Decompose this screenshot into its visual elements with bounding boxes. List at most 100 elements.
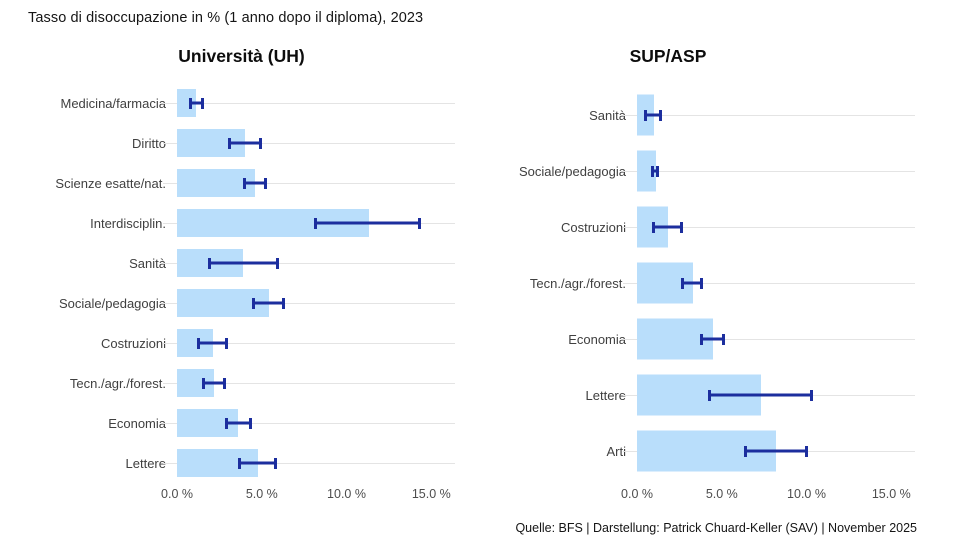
chart-row: Tecn./agr./forest. xyxy=(510,255,915,311)
error-cap-right-icon xyxy=(263,177,267,189)
error-bar xyxy=(243,177,267,189)
error-cap-left-icon xyxy=(251,297,255,309)
error-bar xyxy=(314,217,422,229)
bar-track xyxy=(163,83,455,123)
error-bar xyxy=(681,277,704,289)
row-gridline xyxy=(163,303,455,304)
category-label: Tecn./agr./forest. xyxy=(529,275,626,291)
error-cap-left-icon xyxy=(650,165,654,177)
error-cap-right-icon xyxy=(258,137,262,149)
category-label: Diritto xyxy=(132,135,166,151)
bar-track xyxy=(163,203,455,243)
error-bar xyxy=(202,377,227,389)
row-gridline xyxy=(163,423,455,424)
error-cap-left-icon xyxy=(643,109,647,121)
chart-row: Sociale/pedagogia xyxy=(28,283,455,323)
bar-track xyxy=(623,311,915,367)
chart-row: Scienze esatte/nat. xyxy=(28,163,455,203)
error-cap-right-icon xyxy=(722,333,726,345)
bar-track xyxy=(163,363,455,403)
error-cap-left-icon xyxy=(202,377,206,389)
row-gridline xyxy=(163,103,455,104)
error-bar xyxy=(650,165,660,177)
category-label: Sanità xyxy=(129,255,166,271)
row-gridline xyxy=(623,115,915,116)
plot-area: Medicina/farmacia Diritto Scienze esatte/n… xyxy=(28,83,455,483)
error-cap-left-icon xyxy=(743,445,747,457)
error-cap-left-icon xyxy=(652,221,656,233)
chart-row: Sanità xyxy=(510,87,915,143)
panel-title-sup-asp: SUP/ASP xyxy=(629,46,707,66)
x-tick-label: 15.0 % xyxy=(871,487,911,501)
error-cap-right-icon xyxy=(201,97,205,109)
error-bar xyxy=(708,389,814,401)
x-axis: 0.0 % 5.0 % 10.0 % 15.0 % xyxy=(161,487,455,507)
error-bar xyxy=(251,297,286,309)
chart-row: Diritto xyxy=(28,123,455,163)
category-label: Sanità xyxy=(589,107,626,123)
x-tick-label: 0.0 % xyxy=(161,487,193,501)
value-bar xyxy=(177,89,196,117)
error-bar xyxy=(188,97,205,109)
bar-track xyxy=(623,87,915,143)
x-axis: 0.0 % 5.0 % 10.0 % 15.0 % xyxy=(621,487,915,507)
row-gridline xyxy=(163,463,455,464)
bar-track xyxy=(163,443,455,483)
error-cap-right-icon xyxy=(700,277,704,289)
row-gridline xyxy=(623,171,915,172)
category-label: Lettere xyxy=(585,387,626,403)
bar-track xyxy=(623,199,915,255)
error-cap-right-icon xyxy=(656,165,660,177)
bar-track xyxy=(163,283,455,323)
x-tick-label: 5.0 % xyxy=(705,487,738,501)
error-cap-left-icon xyxy=(207,257,211,269)
error-cap-right-icon xyxy=(659,109,663,121)
error-cap-right-icon xyxy=(805,445,809,457)
category-label: Lettere xyxy=(125,455,166,471)
chart-row: Arti xyxy=(510,423,915,479)
error-bar xyxy=(197,337,228,349)
error-cap-left-icon xyxy=(188,97,192,109)
row-gridline xyxy=(163,343,455,344)
error-bar xyxy=(652,221,683,233)
error-cap-left-icon xyxy=(681,277,685,289)
value-bar xyxy=(177,169,255,197)
page-title: Tasso di disoccupazione in % (1 anno dop… xyxy=(28,10,424,26)
chart-row: Tecn./agr./forest. xyxy=(28,363,455,403)
error-cap-left-icon xyxy=(243,177,247,189)
error-cap-left-icon xyxy=(197,337,201,349)
chart-row: Economia xyxy=(28,403,455,443)
chart-row: Medicina/farmacia xyxy=(28,83,455,123)
panel-title-universita: Università (UH) xyxy=(178,46,305,66)
category-label: Medicina/farmacia xyxy=(60,95,167,111)
row-gridline xyxy=(623,339,915,340)
row-gridline xyxy=(623,283,915,284)
error-cap-right-icon xyxy=(679,221,683,233)
error-cap-right-icon xyxy=(274,457,277,469)
category-label: Interdisciplin. xyxy=(90,215,166,231)
chart-row: Sanità xyxy=(28,243,455,283)
category-label: Economia xyxy=(108,415,166,431)
bar-track xyxy=(623,255,915,311)
category-label: Costruzioni xyxy=(560,219,626,235)
chart-row: Interdisciplin. xyxy=(28,203,455,243)
error-cap-left-icon xyxy=(314,217,318,229)
error-cap-right-icon xyxy=(810,389,814,401)
row-gridline xyxy=(163,383,455,384)
error-cap-left-icon xyxy=(238,457,241,469)
bar-track xyxy=(163,403,455,443)
error-bar xyxy=(743,445,809,457)
bar-track xyxy=(623,367,915,423)
plot-area: Sanità Sociale/pedagogia Costruzioni Tecn./… xyxy=(510,87,915,479)
error-cap-right-icon xyxy=(275,257,279,269)
chart-row: Costruzioni xyxy=(28,323,455,363)
chart-row: Lettere xyxy=(510,367,915,423)
chart-panel-universita: Università (UH) Medicina/farmacia Diritto… xyxy=(28,44,455,514)
row-gridline xyxy=(163,263,455,264)
x-tick-label: 0.0 % xyxy=(621,487,653,501)
source-caption: Quelle: BFS | Darstellung: Patrick Chuar… xyxy=(515,521,917,535)
error-cap-left-icon xyxy=(699,333,703,345)
x-tick-label: 15.0 % xyxy=(411,487,451,501)
row-gridline xyxy=(163,183,455,184)
